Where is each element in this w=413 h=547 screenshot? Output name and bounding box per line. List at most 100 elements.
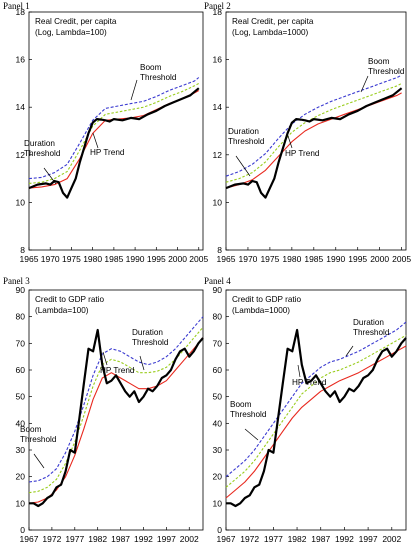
series-hp-trend — [28, 337, 204, 504]
annotation-duration-threshold: Duration — [228, 127, 259, 136]
annotation-duration-threshold: Threshold — [132, 338, 169, 347]
series-boom-threshold — [225, 74, 402, 177]
x-tick-label: 1975 — [260, 254, 279, 264]
plot-frame — [225, 289, 407, 531]
x-tick-label: 1982 — [88, 534, 107, 544]
series-duration-threshold — [28, 82, 200, 184]
x-tick-label: 1970 — [41, 254, 60, 264]
chart-panel-3: Panel 3 0 10 20 30 40 50 60 70 80 90 1967 1972 1977 19… — [3, 276, 204, 544]
y-tick-label: 18 — [213, 7, 223, 17]
y-tick-label: 0 — [217, 525, 222, 535]
annotation-duration-threshold: Threshold — [353, 328, 390, 337]
annotation-leader-line — [286, 132, 293, 149]
x-tick-label: 1975 — [62, 254, 81, 264]
x-tick-label: 1997 — [157, 534, 176, 544]
y-tick-label: 12 — [213, 150, 223, 160]
y-tick-label: 80 — [213, 312, 223, 322]
annotation-boom-threshold: Boom — [368, 57, 390, 66]
annotation-leader-line — [360, 75, 369, 93]
x-tick-label: 1982 — [288, 534, 307, 544]
chart-subtitle: (Log, Lambda=100) — [35, 28, 107, 37]
y-tick-label: 8 — [217, 245, 222, 255]
chart-title: Real Credit, per capita — [232, 17, 314, 26]
x-tick-label: 1967 — [20, 534, 39, 544]
annotation-boom-threshold: Boom — [20, 425, 42, 434]
annotation-boom-threshold: Boom — [230, 400, 252, 409]
annotation-duration-threshold: Duration — [132, 328, 163, 337]
y-tick-label: 8 — [20, 245, 25, 255]
annotation-duration-threshold: Threshold — [228, 137, 265, 146]
series-real-credit — [225, 87, 403, 199]
panel-label: Panel 4 — [204, 276, 231, 286]
x-tick-label: 1995 — [147, 254, 166, 264]
annotation-leader-line — [297, 364, 301, 378]
y-tick-label: 10 — [213, 197, 223, 207]
y-tick-label: 60 — [16, 365, 26, 375]
y-tick-label: 80 — [16, 312, 26, 322]
annotation-leader-line — [92, 132, 99, 149]
x-tick-label: 1990 — [326, 254, 345, 264]
x-tick-label: 1972 — [240, 534, 259, 544]
y-tick-label: 16 — [16, 55, 26, 65]
x-tick-label: 2002 — [382, 534, 401, 544]
y-tick-label: 50 — [16, 392, 26, 402]
annotation-leader-line — [43, 167, 57, 185]
annotation-leader-line — [235, 155, 251, 177]
y-tick-label: 90 — [16, 285, 26, 295]
y-tick-label: 14 — [213, 102, 223, 112]
annotation-duration-threshold: Duration — [24, 139, 55, 148]
x-tick-label: 1980 — [83, 254, 102, 264]
y-tick-label: 70 — [16, 338, 26, 348]
annotation-boom-threshold: Boom — [140, 63, 162, 72]
series-hp-trend — [225, 345, 407, 499]
y-tick-label: 14 — [16, 102, 26, 112]
chart-subtitle: (Lambda=100) — [35, 306, 89, 315]
series-real-credit — [28, 87, 200, 199]
series-credit-to-gdp — [226, 328, 407, 508]
y-tick-label: 18 — [16, 7, 26, 17]
y-tick-label: 40 — [213, 418, 223, 428]
y-tick-label: 30 — [213, 445, 223, 455]
annotation-hp-trend: HP Trend — [292, 378, 327, 387]
series-credit-to-gdp — [29, 328, 204, 508]
annotation-leader-line — [345, 345, 354, 357]
x-tick-label: 1967 — [217, 534, 236, 544]
annotation-duration-threshold: Threshold — [24, 149, 61, 158]
y-tick-label: 10 — [16, 498, 26, 508]
y-tick-label: 10 — [213, 498, 223, 508]
x-tick-label: 2005 — [392, 254, 411, 264]
x-tick-label: 1997 — [359, 534, 378, 544]
x-tick-label: 1985 — [304, 254, 323, 264]
x-tick-label: 1990 — [126, 254, 145, 264]
y-tick-label: 16 — [213, 55, 223, 65]
y-tick-label: 60 — [213, 365, 223, 375]
y-tick-label: 20 — [213, 472, 223, 482]
y-tick-label: 70 — [213, 338, 223, 348]
annotation-leader-line — [139, 355, 145, 371]
y-tick-label: 40 — [16, 418, 26, 428]
chart-title: Credit to GDP ratio — [232, 295, 301, 304]
y-tick-label: 30 — [16, 445, 26, 455]
x-tick-label: 1980 — [282, 254, 301, 264]
chart-panel-4: Panel 4 0 10 20 30 40 50 60 70 80 90 1967 1972 1977 19… — [204, 276, 407, 544]
chart-subtitle: (Lambda=1000) — [232, 306, 290, 315]
series-boom-threshold — [28, 77, 200, 180]
x-tick-label: 1965 — [20, 254, 39, 264]
x-tick-label: 2002 — [180, 534, 199, 544]
x-tick-label: 1987 — [311, 534, 330, 544]
annotation-boom-threshold: Threshold — [140, 73, 177, 82]
x-tick-label: 1977 — [264, 534, 283, 544]
panel-label: Panel 2 — [204, 1, 231, 11]
annotation-leader-line — [244, 428, 259, 441]
chart-title: Credit to GDP ratio — [35, 295, 104, 304]
annotation-boom-threshold: Threshold — [230, 410, 267, 419]
annotation-hp-trend: HP Trend — [285, 149, 320, 158]
chart-title: Real Credit, per capita — [35, 17, 117, 26]
x-tick-label: 1987 — [111, 534, 130, 544]
y-tick-label: 20 — [16, 472, 26, 482]
series-duration-threshold — [225, 334, 407, 488]
x-tick-label: 1977 — [65, 534, 84, 544]
series-duration-threshold — [28, 326, 204, 494]
